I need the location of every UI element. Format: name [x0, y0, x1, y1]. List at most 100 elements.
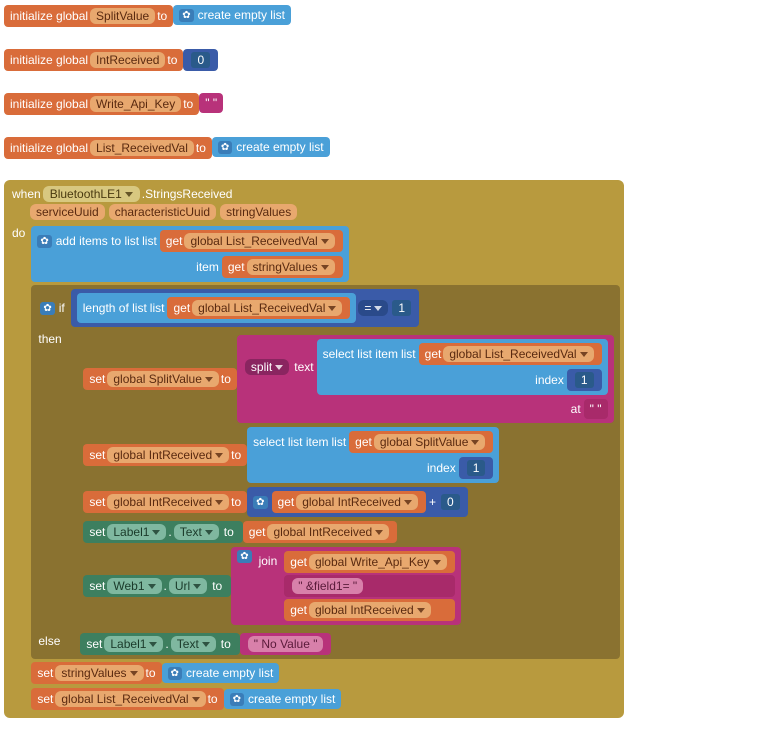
chevron-down-icon — [375, 530, 383, 535]
split-op[interactable]: split — [245, 359, 289, 375]
length-block[interactable]: length of list list get global List_Rece… — [77, 293, 357, 323]
to-label: to — [196, 141, 206, 155]
param-service: serviceUuid — [30, 204, 105, 220]
set-intreceived-2[interactable]: set global IntReceived to — [83, 491, 247, 513]
get-label: get — [166, 234, 183, 248]
if-block[interactable]: ✿ if length of list list get global List… — [31, 285, 619, 659]
split-block[interactable]: split text select list item list — [237, 335, 614, 423]
gear-icon: ✿ — [40, 302, 54, 315]
init-global-listreceived[interactable]: initialize global List_ReceivedVal to — [4, 137, 212, 159]
item-label: item — [193, 260, 222, 274]
chevron-down-icon — [321, 239, 329, 244]
equals-block[interactable]: length of list list get global List_Rece… — [71, 289, 419, 327]
to-label: to — [157, 9, 167, 23]
set-label1-text[interactable]: set Label1 . Text to — [83, 521, 242, 543]
set-web1-url[interactable]: set Web1 . Url to — [83, 575, 231, 597]
get-list-received-3[interactable]: get global List_ReceivedVal — [419, 343, 602, 365]
chevron-down-icon — [130, 671, 138, 676]
at-sep-block[interactable]: " " — [584, 399, 608, 419]
chevron-down-icon — [148, 584, 156, 589]
create-empty-list-3[interactable]: ✿ create empty list — [162, 663, 280, 683]
one-value: 1 — [392, 300, 411, 316]
gear-icon: ✿ — [179, 9, 193, 22]
chevron-down-icon — [125, 192, 133, 197]
select-item-block[interactable]: select list item list get global List_Re… — [317, 339, 608, 395]
at-label: at — [568, 402, 584, 416]
get-intreceived-3[interactable]: get global IntReceived — [284, 599, 454, 621]
list-label: list — [398, 347, 419, 361]
get-writeapikey[interactable]: get global Write_Api_Key — [284, 551, 454, 573]
create-empty-list-label: create empty list — [198, 8, 285, 22]
text-label: text — [291, 360, 316, 374]
chevron-down-icon — [374, 306, 382, 311]
chevron-down-icon — [471, 440, 479, 445]
chevron-down-icon — [193, 584, 201, 589]
param-characteristic: characteristicUuid — [109, 204, 216, 220]
empty-string-label: " " — [205, 96, 217, 110]
join-label: join — [256, 550, 281, 568]
number-zero-block[interactable]: 0 — [183, 49, 218, 71]
set-listreceived[interactable]: set global List_ReceivedVal to — [31, 688, 223, 710]
get-var[interactable]: stringValues — [247, 259, 335, 275]
chevron-down-icon — [404, 500, 412, 505]
gear-icon: ✿ — [218, 141, 232, 154]
select-item-block-2[interactable]: select list item list get global SplitVa… — [247, 427, 499, 483]
join-block[interactable]: ✿ join get global Write_Api_Key — [231, 547, 460, 625]
get-list-received[interactable]: get global List_ReceivedVal — [160, 230, 343, 252]
if-label: if — [59, 301, 65, 315]
gear-icon: ✿ — [168, 667, 182, 680]
else-label: else — [34, 632, 80, 648]
to-label: to — [221, 372, 231, 386]
gear-icon: ✿ — [253, 496, 267, 509]
chevron-down-icon — [215, 453, 223, 458]
field-string[interactable]: " &field1= " — [284, 575, 454, 597]
create-empty-list-4[interactable]: ✿ create empty list — [224, 689, 342, 709]
add-items-label: add items to list — [56, 234, 139, 248]
event-suffix: .StringsReceived — [142, 187, 233, 201]
chevron-down-icon — [328, 306, 336, 311]
get-var[interactable]: global List_ReceivedVal — [184, 233, 334, 249]
plus-block[interactable]: ✿ get global IntReceived + 0 — [247, 487, 468, 517]
chevron-down-icon — [149, 642, 157, 647]
to-label: to — [183, 97, 193, 111]
create-empty-list-block[interactable]: ✿ create empty list — [173, 5, 291, 25]
chevron-down-icon — [152, 530, 160, 535]
create-empty-list-block-2[interactable]: ✿ create empty list — [212, 137, 330, 157]
select-item-label: select list item — [323, 347, 398, 361]
init-label: initialize global — [10, 9, 88, 23]
empty-string-block[interactable]: " " — [199, 93, 223, 113]
no-value-string[interactable]: " No Value " — [240, 633, 332, 655]
var-name-splitvalue: SplitValue — [90, 8, 155, 24]
init-global-splitvalue[interactable]: initialize global SplitValue to — [4, 5, 173, 27]
chevron-down-icon — [192, 697, 200, 702]
get-intreceived-2[interactable]: get global IntReceived — [243, 521, 397, 543]
init-label: initialize global — [10, 141, 88, 155]
get-list-received-2[interactable]: get global List_ReceivedVal — [167, 297, 350, 319]
index-label: index — [532, 373, 567, 387]
plus-zero: 0 — [441, 494, 460, 510]
index-one-2[interactable]: 1 — [459, 457, 494, 479]
event-component[interactable]: BluetoothLE1 — [43, 186, 140, 202]
set-label1-text-else[interactable]: set Label1 . Text to — [80, 633, 239, 655]
init-global-writeapikey[interactable]: initialize global Write_Api_Key to — [4, 93, 199, 115]
init-label: initialize global — [10, 97, 88, 111]
get-intreceived[interactable]: get global IntReceived — [272, 491, 426, 513]
event-block[interactable]: when BluetoothLE1 .StringsReceived servi… — [4, 180, 624, 718]
add-items-block[interactable]: ✿ add items to list list get global List… — [31, 226, 348, 282]
param-values: stringValues — [220, 204, 297, 220]
var-name-listreceived: List_ReceivedVal — [90, 140, 194, 156]
set-label: set — [89, 372, 105, 386]
get-stringvalues[interactable]: get stringValues — [222, 256, 343, 278]
eq-op[interactable]: = — [358, 300, 388, 316]
index-one[interactable]: 1 — [567, 369, 602, 391]
chevron-down-icon — [417, 608, 425, 613]
to-label: to — [167, 53, 177, 67]
chevron-down-icon — [215, 500, 223, 505]
create-empty-list-label: create empty list — [236, 140, 323, 154]
set-intreceived-1[interactable]: set global IntReceived to — [83, 444, 247, 466]
gear-icon: ✿ — [237, 550, 251, 563]
get-splitvalue[interactable]: get global SplitValue — [349, 431, 493, 453]
set-stringvalues[interactable]: set stringValues to — [31, 662, 161, 684]
set-splitvalue[interactable]: set global SplitValue to — [83, 368, 237, 390]
init-global-intreceived[interactable]: initialize global IntReceived to — [4, 49, 183, 71]
